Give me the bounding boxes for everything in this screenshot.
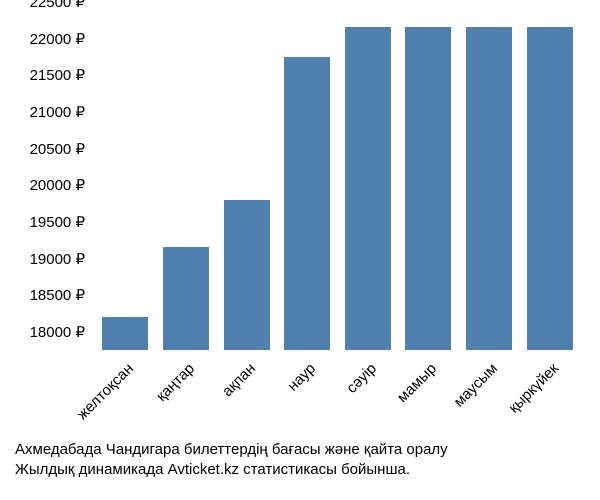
y-tick: 22000 ₽ [30,30,85,48]
plot-area [95,20,580,350]
y-tick: 18000 ₽ [30,323,85,341]
y-tick: 21500 ₽ [30,66,85,84]
bar-1 [163,247,209,350]
bar-5 [405,27,451,350]
bar-0 [102,317,148,350]
x-axis: желтоқсан қаңтар ақпан наур сәуір мамыр … [95,355,580,445]
x-label: желтоқсан [102,355,148,445]
caption-line-1: Ахмедабада Чандигара билеттердің бағасы … [15,440,585,460]
x-label: қаңтар [163,355,209,445]
y-tick: 20500 ₽ [30,140,85,158]
bar-4 [345,27,391,350]
bar-7 [527,27,573,350]
y-axis: 18000 ₽ 18500 ₽ 19000 ₽ 19500 ₽ 20000 ₽ … [0,20,90,350]
y-tick: 19000 ₽ [30,250,85,268]
x-label: сәуір [345,355,391,445]
x-label: ақпан [224,355,270,445]
x-label: қыркүйек [527,355,573,445]
bar-6 [466,27,512,350]
bar-3 [284,57,330,350]
x-label: маусым [466,355,512,445]
y-tick: 18500 ₽ [30,286,85,304]
x-label: наур [284,355,330,445]
bars-group [95,20,580,350]
x-label: мамыр [405,355,451,445]
price-bar-chart: 18000 ₽ 18500 ₽ 19000 ₽ 19500 ₽ 20000 ₽ … [0,0,600,500]
chart-caption: Ахмедабада Чандигара билеттердің бағасы … [15,440,585,481]
y-tick: 19500 ₽ [30,213,85,231]
y-tick: 22500 ₽ [30,0,85,11]
y-tick: 21000 ₽ [30,103,85,121]
y-tick: 20000 ₽ [30,176,85,194]
bar-2 [224,200,270,350]
caption-line-2: Жылдық динамикада Avticket.kz статистика… [15,460,585,480]
